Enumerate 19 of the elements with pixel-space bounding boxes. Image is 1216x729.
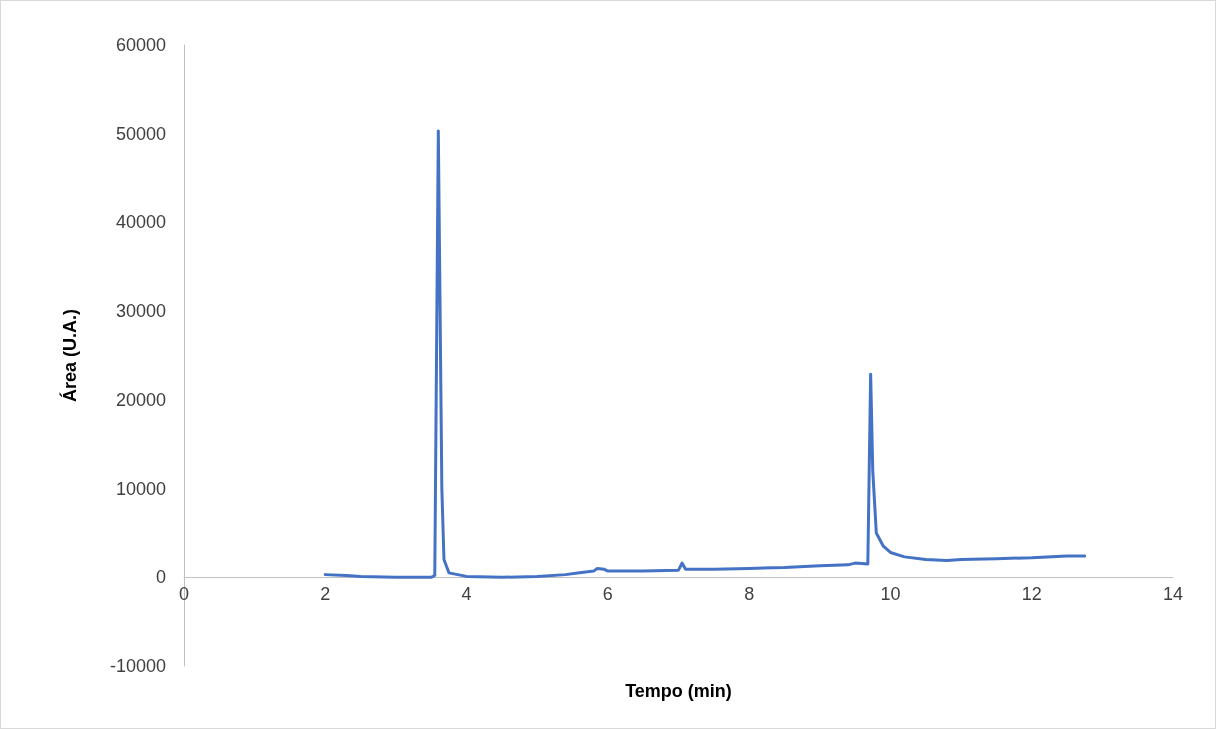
x-tick-label: 14 xyxy=(1162,584,1184,604)
y-tick-label: 60000 xyxy=(115,35,166,55)
y-tick-label: 50000 xyxy=(115,123,166,144)
line-series xyxy=(323,129,1087,579)
y-tick-label: -10000 xyxy=(109,656,166,676)
y-tick-label: 10000 xyxy=(115,478,166,499)
x-tick-label: 12 xyxy=(1021,584,1042,604)
y-axis-title: Área (U.A.) xyxy=(59,308,80,403)
x-tick-label: 8 xyxy=(744,584,755,604)
y-tick-label: 40000 xyxy=(115,212,166,233)
x-tick-label: 4 xyxy=(461,584,472,604)
y-tick-label: 20000 xyxy=(115,389,166,410)
x-axis-title: Tempo (min) xyxy=(625,681,732,701)
x-tick-label: 2 xyxy=(320,584,331,604)
x-tick-label: 6 xyxy=(602,584,613,604)
x-tick-label: 10 xyxy=(880,584,901,604)
x-tick-label: 0 xyxy=(178,584,190,604)
y-tick-label: 0 xyxy=(155,567,166,588)
y-tick-label: 30000 xyxy=(115,301,166,322)
